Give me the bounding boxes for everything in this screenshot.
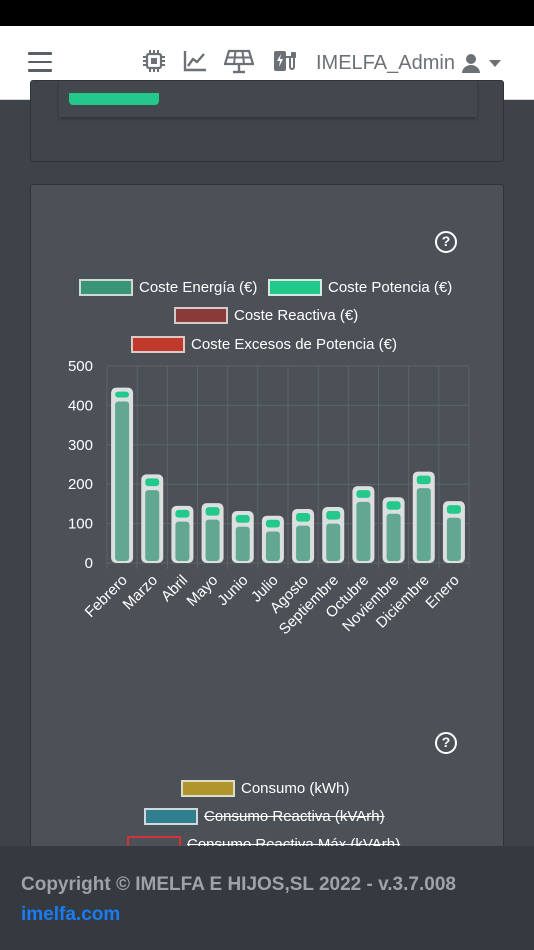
user-icon <box>461 54 480 73</box>
bar-coste-potencia <box>205 507 220 516</box>
microchip-icon[interactable] <box>141 48 167 74</box>
y-tick-label: 500 <box>68 358 93 375</box>
y-tick-label: 300 <box>68 437 93 454</box>
copyright-text: Copyright © IMELFA E HIJOS,SL 2022 - v.3… <box>21 874 456 895</box>
legend-item-consumo[interactable]: Consumo (kWh) <box>181 780 349 797</box>
help-icon[interactable]: ? <box>435 732 457 754</box>
legend-item-coste-excesos[interactable]: Coste Excesos de Potencia (€) <box>131 336 397 353</box>
previous-card-button[interactable] <box>69 93 159 105</box>
y-tick-label: 100 <box>68 516 93 533</box>
bar-coste-energia <box>265 531 280 561</box>
solar-panel-icon[interactable] <box>224 48 254 74</box>
bar-coste-potencia <box>175 509 190 518</box>
legend-swatch <box>79 279 133 296</box>
ev-charger-icon[interactable] <box>271 48 297 74</box>
bar-coste-energia <box>356 501 371 561</box>
bar-coste-energia <box>205 519 220 561</box>
company-link[interactable]: imelfa.com <box>21 904 121 925</box>
legend-swatch <box>181 780 235 797</box>
bar-coste-energia <box>386 513 401 561</box>
bar-coste-potencia <box>446 505 461 514</box>
line-chart-icon[interactable] <box>182 48 208 74</box>
x-tick-label: Mayo <box>183 572 221 610</box>
footer: Copyright © IMELFA E HIJOS,SL 2022 - v.3… <box>0 846 534 950</box>
previous-card <box>30 80 504 162</box>
x-tick-label: Junio <box>214 572 251 609</box>
legend-item-coste-energia[interactable]: Coste Energía (€) <box>79 279 257 296</box>
bar-coste-energia <box>145 490 160 561</box>
legend-swatch <box>174 307 228 324</box>
status-bar <box>0 0 534 26</box>
bar-coste-potencia <box>416 475 431 485</box>
menu-toggle-button[interactable] <box>28 52 52 74</box>
chevron-down-icon <box>488 59 501 67</box>
legend-item-coste-potencia[interactable]: Coste Potencia (€) <box>268 279 452 296</box>
bar-coste-energia <box>446 517 461 561</box>
username-label: IMELFA_Admin <box>316 51 455 74</box>
y-tick-label: 200 <box>68 476 93 493</box>
legend-item-consumo-reactiva[interactable]: Consumo Reactiva (kVArh) <box>144 808 385 825</box>
bar-coste-energia <box>326 523 341 561</box>
legend-item-coste-reactiva[interactable]: Coste Reactiva (€) <box>174 307 358 324</box>
legend-swatch <box>268 279 322 296</box>
bar-coste-potencia <box>265 519 280 528</box>
legend-swatch <box>144 808 198 825</box>
bar-coste-energia <box>235 526 250 561</box>
bar-coste-energia <box>115 401 130 561</box>
bar-coste-energia <box>175 521 190 561</box>
y-tick-label: 400 <box>68 397 93 414</box>
help-icon[interactable]: ? <box>435 231 457 253</box>
legend-swatch <box>131 336 185 353</box>
bar-coste-potencia <box>145 478 160 487</box>
x-tick-label: Marzo <box>120 572 161 613</box>
bar-coste-energia <box>296 525 311 561</box>
bar-coste-potencia <box>386 501 401 510</box>
bar-coste-potencia <box>235 514 250 523</box>
bar-coste-potencia <box>326 511 341 520</box>
bar-coste-energia <box>416 488 431 561</box>
cost-chart-card: ? Coste Energía (€) Coste Potencia (€) C… <box>30 184 504 884</box>
bar-coste-potencia <box>115 391 130 398</box>
bar-coste-potencia <box>356 490 371 498</box>
bar-coste-potencia <box>296 513 311 522</box>
y-tick-label: 0 <box>85 555 93 572</box>
user-menu-dropdown[interactable]: IMELFA_Admin <box>316 50 501 76</box>
cost-bar-chart: 0100200300400500FebreroMarzoAbrilMayoJun… <box>68 358 470 638</box>
x-tick-label: Enero <box>422 572 462 612</box>
